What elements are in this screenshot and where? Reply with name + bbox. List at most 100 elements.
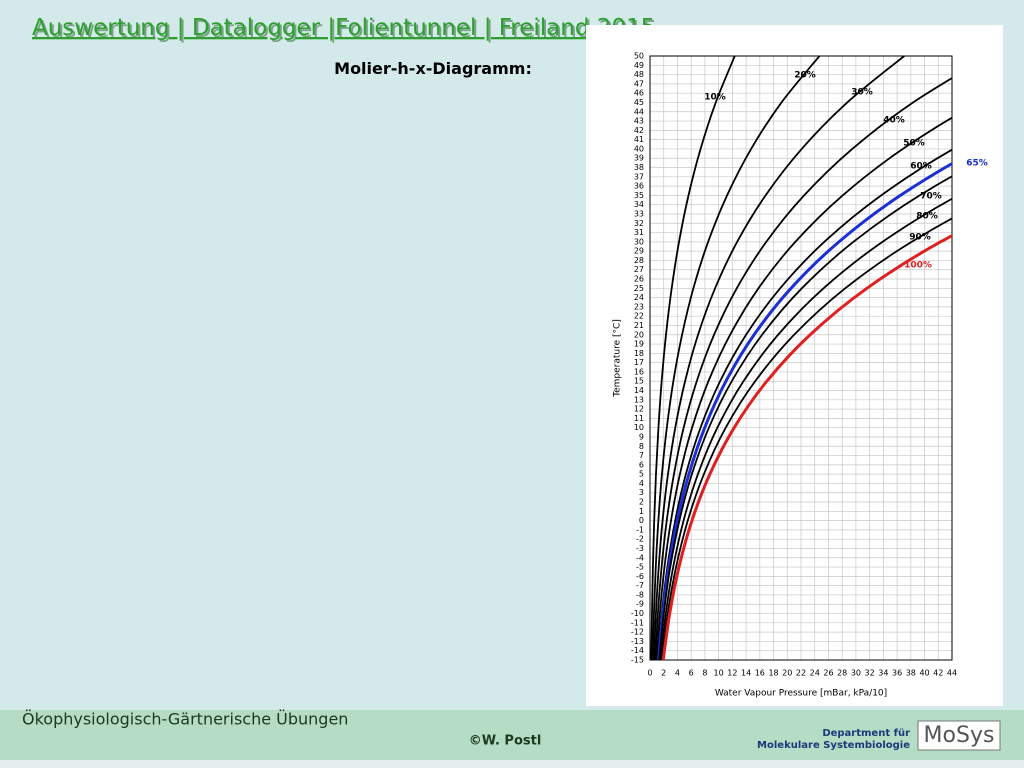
plot-frame: [649, 55, 953, 661]
y-tick-label: 42: [634, 126, 644, 135]
y-tick-label: 50: [634, 52, 644, 61]
x-tick-label: 24: [810, 669, 820, 678]
x-tick-label: 44: [947, 669, 957, 678]
x-tick-label: 14: [741, 669, 751, 678]
y-tick-label: 5: [639, 470, 644, 479]
x-tick-label: 10: [714, 669, 724, 678]
footer-band: [0, 710, 1024, 760]
y-tick-label: 16: [634, 367, 644, 376]
x-tick-label: 16: [755, 669, 765, 678]
y-tick-label: 41: [634, 135, 644, 144]
y-tick-label: 2: [639, 498, 644, 507]
rh-line: [651, 56, 821, 660]
rh-line: [656, 148, 952, 660]
y-tick-label: 4: [639, 479, 644, 488]
logo: MoSys: [924, 723, 995, 748]
y-tick-label: -3: [636, 544, 644, 553]
y-tick-label: 17: [634, 358, 644, 367]
line-label: 100%: [904, 261, 932, 271]
line-label: 80%: [916, 212, 938, 222]
y-tick-label: 21: [634, 321, 644, 330]
x-tick-label: 26: [823, 669, 833, 678]
y-tick-label: -4: [636, 553, 644, 562]
y-tick-label: 10: [634, 423, 644, 432]
y-tick-label: 47: [634, 79, 644, 88]
y-tick-label: -13: [631, 637, 644, 646]
rh-line: [653, 56, 905, 660]
y-tick-label: 9: [639, 432, 644, 441]
y-tick-label: 48: [634, 70, 644, 79]
x-tick-label: 20: [782, 669, 792, 678]
x-tick-label: 18: [768, 669, 778, 678]
x-tick-label: 30: [851, 669, 861, 678]
y-tick-label: 40: [634, 144, 644, 153]
rh-line: [657, 161, 952, 660]
y-tick-label: -12: [631, 628, 644, 637]
y-tick-label: 29: [634, 247, 644, 256]
y-tick-label: -9: [636, 600, 644, 609]
x-tick-label: 32: [865, 669, 875, 678]
logo-box: [917, 720, 1001, 751]
y-tick-label: 1: [639, 507, 644, 516]
y-tick-label: 25: [634, 284, 644, 293]
plot: -15-14-13-12-11-10-9-8-7-6-5-4-3-2-10123…: [613, 52, 988, 699]
y-tick-label: 32: [634, 219, 644, 228]
line-label: 70%: [920, 192, 942, 202]
y-tick-label: 11: [634, 414, 644, 423]
y-tick-label: 13: [634, 395, 644, 404]
slide-title: Auswertung | Datalogger |Folientunnel | …: [32, 15, 655, 41]
y-tick-label: 28: [634, 256, 644, 265]
x-tick-label: 0: [647, 669, 652, 678]
department-line: Department für: [822, 728, 910, 739]
y-tick-label: 36: [634, 182, 644, 191]
x-tick-label: 6: [689, 669, 694, 678]
y-tick-label: 7: [639, 451, 644, 460]
y-tick-label: 22: [634, 312, 644, 321]
rh-line: [654, 76, 952, 660]
chart-panel: [586, 25, 1003, 706]
y-tick-label: -5: [636, 563, 644, 572]
y-tick-label: -15: [631, 656, 644, 665]
rh-line: [660, 217, 952, 660]
y-tick-label: 45: [634, 98, 644, 107]
line-label: 60%: [910, 162, 932, 172]
y-tick-label: 30: [634, 237, 644, 246]
y-tick-label: 23: [634, 302, 644, 311]
x-tick-label: 2: [661, 669, 666, 678]
y-tick-label: -7: [636, 581, 644, 590]
y-tick-label: -8: [636, 590, 644, 599]
y-tick-label: 18: [634, 349, 644, 358]
y-tick-label: 0: [639, 516, 644, 525]
y-tick-label: 35: [634, 191, 644, 200]
y-tick-label: 34: [634, 200, 644, 209]
x-tick-label: 22: [796, 669, 806, 678]
y-tick-label: 44: [634, 107, 644, 116]
line-label: 65%: [966, 159, 988, 169]
x-tick-label: 34: [878, 669, 888, 678]
x-tick-label: 38: [906, 669, 916, 678]
y-tick-label: 20: [634, 330, 644, 339]
y-tick-label: 26: [634, 275, 644, 284]
line-label: 40%: [883, 116, 905, 126]
y-tick-label: 43: [634, 117, 644, 126]
line-label: 90%: [909, 233, 931, 243]
line-label: 10%: [704, 93, 726, 103]
x-tick-label: 28: [837, 669, 847, 678]
x-tick-label: 12: [727, 669, 737, 678]
rh-line: [658, 175, 952, 660]
y-tick-label: -1: [636, 525, 644, 534]
line-label: 20%: [794, 71, 816, 81]
x-tick-label: 8: [702, 669, 707, 678]
y-tick-label: 31: [634, 228, 644, 237]
y-tick-label: 24: [634, 293, 644, 302]
rh-line: [655, 116, 952, 660]
y-axis-label: Temperature [°C]: [613, 319, 623, 398]
x-tick-label: 4: [675, 669, 680, 678]
y-tick-label: 14: [634, 386, 644, 395]
y-tick-label: -11: [631, 618, 644, 627]
lines: [650, 56, 952, 660]
rh-line: [659, 197, 952, 660]
y-tick-label: 19: [634, 340, 644, 349]
line-label: 50%: [903, 139, 925, 149]
